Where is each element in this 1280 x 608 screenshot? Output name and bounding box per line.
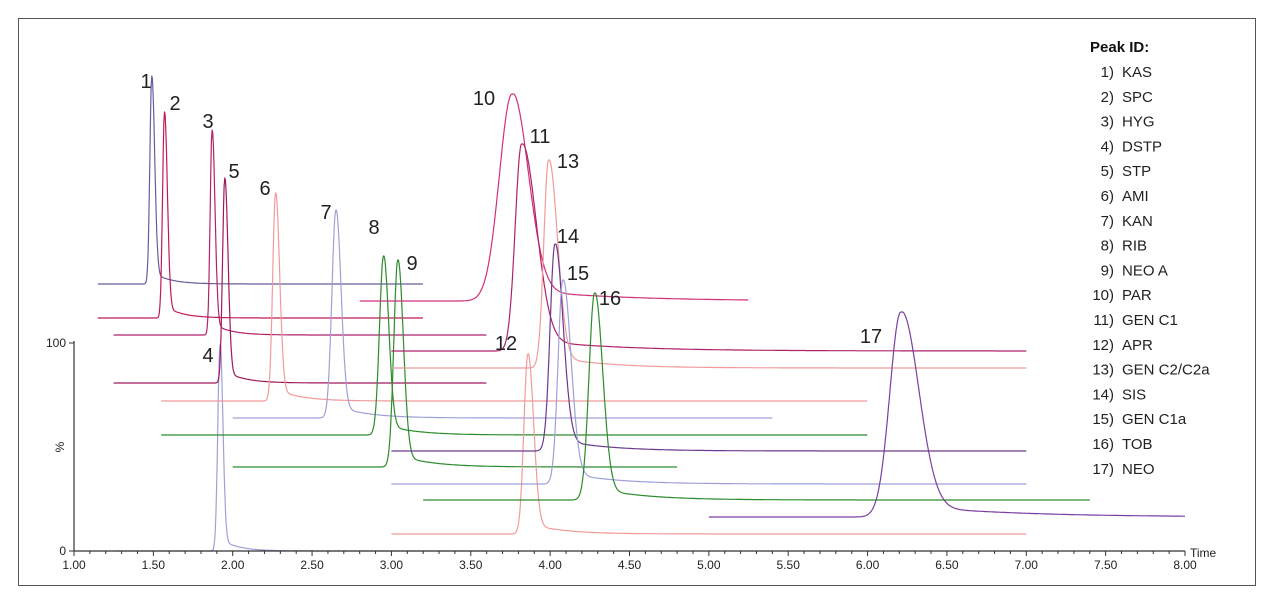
legend-entry-number: 5) bbox=[1101, 163, 1114, 180]
x-axis-title: Time bbox=[1190, 546, 1217, 560]
peak-label-2: 2 bbox=[169, 93, 180, 115]
legend-entry-name: GEN C2/C2a bbox=[1122, 362, 1210, 379]
peak-label-10: 10 bbox=[473, 88, 495, 110]
trace-peak-6 bbox=[161, 192, 868, 402]
peak-label-7: 7 bbox=[320, 202, 331, 224]
legend-entry-name: RIB bbox=[1122, 238, 1147, 255]
peak-label-11: 11 bbox=[530, 126, 551, 148]
x-tick-label: 5.50 bbox=[777, 558, 801, 572]
legend-entry-number: 17) bbox=[1092, 461, 1114, 478]
legend-entry-name: AMI bbox=[1122, 188, 1149, 205]
legend-entry-number: 11) bbox=[1093, 312, 1114, 329]
peak-label-17: 17 bbox=[860, 326, 882, 348]
axes: 1.00 1.50 2.00 2.50 3.00 3.50 4.00 4.50 5.00 5.50… bbox=[46, 336, 1217, 572]
legend-entry-name: NEO A bbox=[1122, 262, 1168, 279]
trace-peak-17 bbox=[708, 311, 1186, 518]
trace-peak-12 bbox=[391, 353, 1027, 535]
legend-entry-number: 13) bbox=[1092, 362, 1114, 379]
peak-label-3: 3 bbox=[202, 111, 213, 133]
peak-label-16: 16 bbox=[599, 288, 621, 310]
legend-entry-name: GEN C1a bbox=[1122, 411, 1187, 428]
trace-peak-16 bbox=[423, 292, 1090, 501]
x-tick-label: 4.00 bbox=[538, 558, 562, 572]
trace-peak-2 bbox=[97, 111, 423, 319]
x-tick-label: 7.50 bbox=[1094, 558, 1118, 572]
legend-entry-name: GEN C1 bbox=[1122, 312, 1178, 329]
peak-label-6: 6 bbox=[259, 178, 270, 200]
peak-label-1: 1 bbox=[140, 71, 151, 93]
trace-peak-3 bbox=[113, 129, 487, 336]
legend-entry-name: KAS bbox=[1122, 64, 1152, 81]
y-tick-label: 0 bbox=[59, 544, 66, 558]
legend-entry-number: 9) bbox=[1101, 262, 1114, 279]
legend-entry-number: 15) bbox=[1092, 411, 1114, 428]
legend-entry-number: 10) bbox=[1092, 287, 1114, 304]
legend-entry-number: 8) bbox=[1101, 238, 1114, 255]
trace-peak-14 bbox=[391, 243, 1027, 452]
x-tick-label: 6.00 bbox=[856, 558, 880, 572]
legend-entry-name: TOB bbox=[1122, 436, 1153, 453]
trace-peak-11 bbox=[391, 143, 1027, 352]
legend-entry-number: 1) bbox=[1101, 64, 1114, 81]
legend-entry-number: 3) bbox=[1101, 114, 1114, 131]
peak-label-14: 14 bbox=[557, 226, 579, 248]
legend-entry-name: KAN bbox=[1122, 213, 1153, 230]
legend-entry-number: 7) bbox=[1101, 213, 1114, 230]
legend-entry-name: APR bbox=[1122, 337, 1153, 354]
peak-label-13: 13 bbox=[557, 151, 579, 173]
x-tick-label: 7.00 bbox=[1015, 558, 1039, 572]
trace-peak-1 bbox=[97, 75, 423, 285]
peak-label-12: 12 bbox=[495, 333, 517, 355]
trace-peak-7 bbox=[232, 209, 773, 419]
peak-label-8: 8 bbox=[368, 217, 379, 239]
trace-peak-8 bbox=[161, 255, 868, 436]
y-tick-label: 100 bbox=[46, 336, 66, 350]
chromatogram-traces bbox=[97, 75, 1186, 552]
trace-peak-4 bbox=[113, 343, 487, 552]
legend-entry-name: STP bbox=[1122, 163, 1151, 180]
x-tick-label: 3.50 bbox=[459, 558, 483, 572]
legend-entry-number: 2) bbox=[1101, 89, 1114, 106]
legend-entry-number: 16) bbox=[1092, 436, 1114, 453]
x-tick-label: 1.00 bbox=[62, 558, 86, 572]
x-tick-label: 8.00 bbox=[1173, 558, 1197, 572]
trace-peak-9 bbox=[232, 259, 678, 468]
legend-entry-name: SIS bbox=[1122, 386, 1146, 403]
legend-entry-name: NEO bbox=[1122, 461, 1155, 478]
x-tick-label: 5.00 bbox=[697, 558, 721, 572]
trace-peak-13 bbox=[391, 159, 1027, 369]
x-tick-label: 2.00 bbox=[221, 558, 245, 572]
trace-peak-5 bbox=[113, 177, 487, 384]
legend-entry-name: DSTP bbox=[1122, 138, 1162, 155]
legend-entry-number: 14) bbox=[1092, 386, 1114, 403]
x-tick-label: 1.50 bbox=[142, 558, 166, 572]
legend: Peak ID: 1) KAS 2) SPC 3) HYG 4) DSTP 5) STP 6) AMI… bbox=[1090, 39, 1210, 478]
x-tick-label: 2.50 bbox=[300, 558, 324, 572]
peak-label-9: 9 bbox=[406, 253, 417, 275]
legend-entry-number: 6) bbox=[1101, 188, 1114, 205]
legend-title: Peak ID: bbox=[1090, 39, 1149, 56]
peak-label-4: 4 bbox=[202, 345, 213, 367]
peak-label-5: 5 bbox=[228, 161, 239, 183]
legend-entry-number: 12) bbox=[1092, 337, 1114, 354]
x-tick-label: 3.00 bbox=[380, 558, 404, 572]
trace-peak-10 bbox=[359, 93, 749, 302]
peak-label-15: 15 bbox=[567, 263, 589, 285]
legend-entry-name: SPC bbox=[1122, 89, 1153, 106]
x-tick-label: 6.50 bbox=[935, 558, 959, 572]
legend-entry-name: PAR bbox=[1122, 287, 1152, 304]
legend-entry-name: HYG bbox=[1122, 114, 1155, 131]
y-axis-title: % bbox=[53, 441, 67, 452]
legend-entry-number: 4) bbox=[1101, 138, 1114, 155]
x-tick-label: 4.50 bbox=[618, 558, 642, 572]
trace-peak-15 bbox=[391, 279, 1027, 485]
